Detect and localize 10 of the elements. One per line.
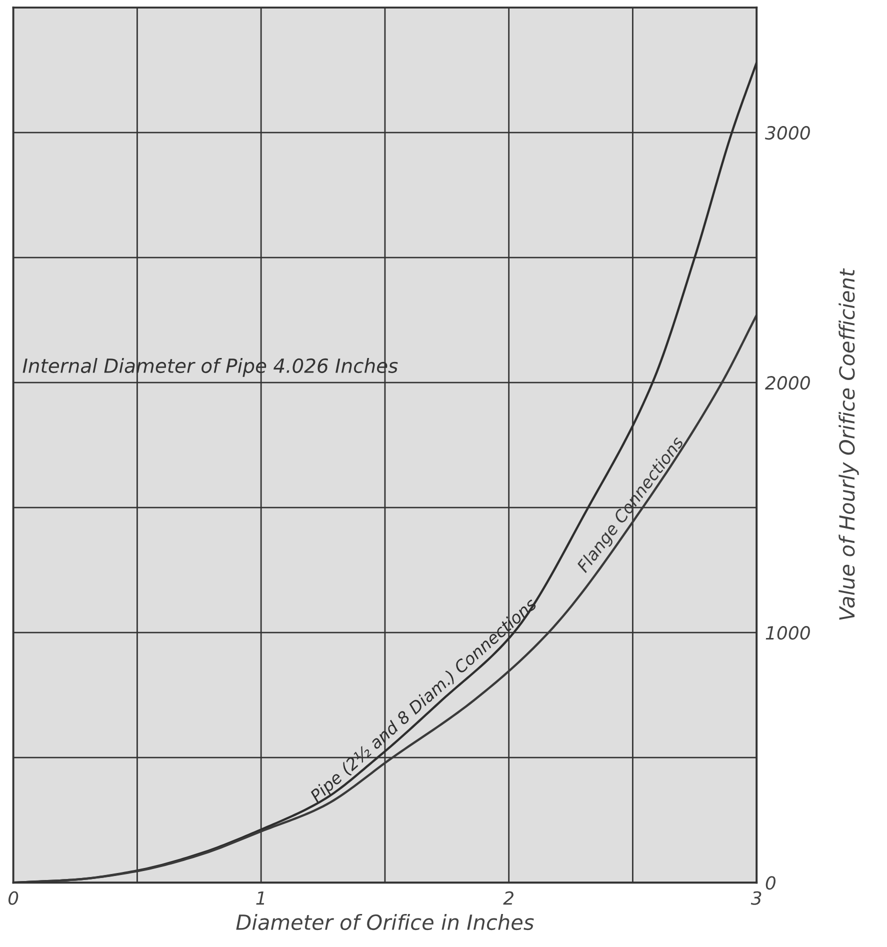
y-tick-label: 1000 [766, 626, 810, 640]
x-tick-label: 2 [503, 891, 514, 905]
y-tick-label: 2000 [765, 376, 810, 390]
x-tick-label: 0 [8, 891, 18, 905]
y-tick-label: 3000 [764, 126, 810, 140]
x-tick-label: 1 [256, 891, 264, 905]
x-tick-label: 3 [750, 891, 762, 905]
y-axis-title: Value of Hourly Orifice Coefficient [838, 268, 859, 620]
x-axis-title: Diameter of Orifice in Inches [236, 914, 534, 930]
y-tick-label: 0 [766, 876, 776, 890]
